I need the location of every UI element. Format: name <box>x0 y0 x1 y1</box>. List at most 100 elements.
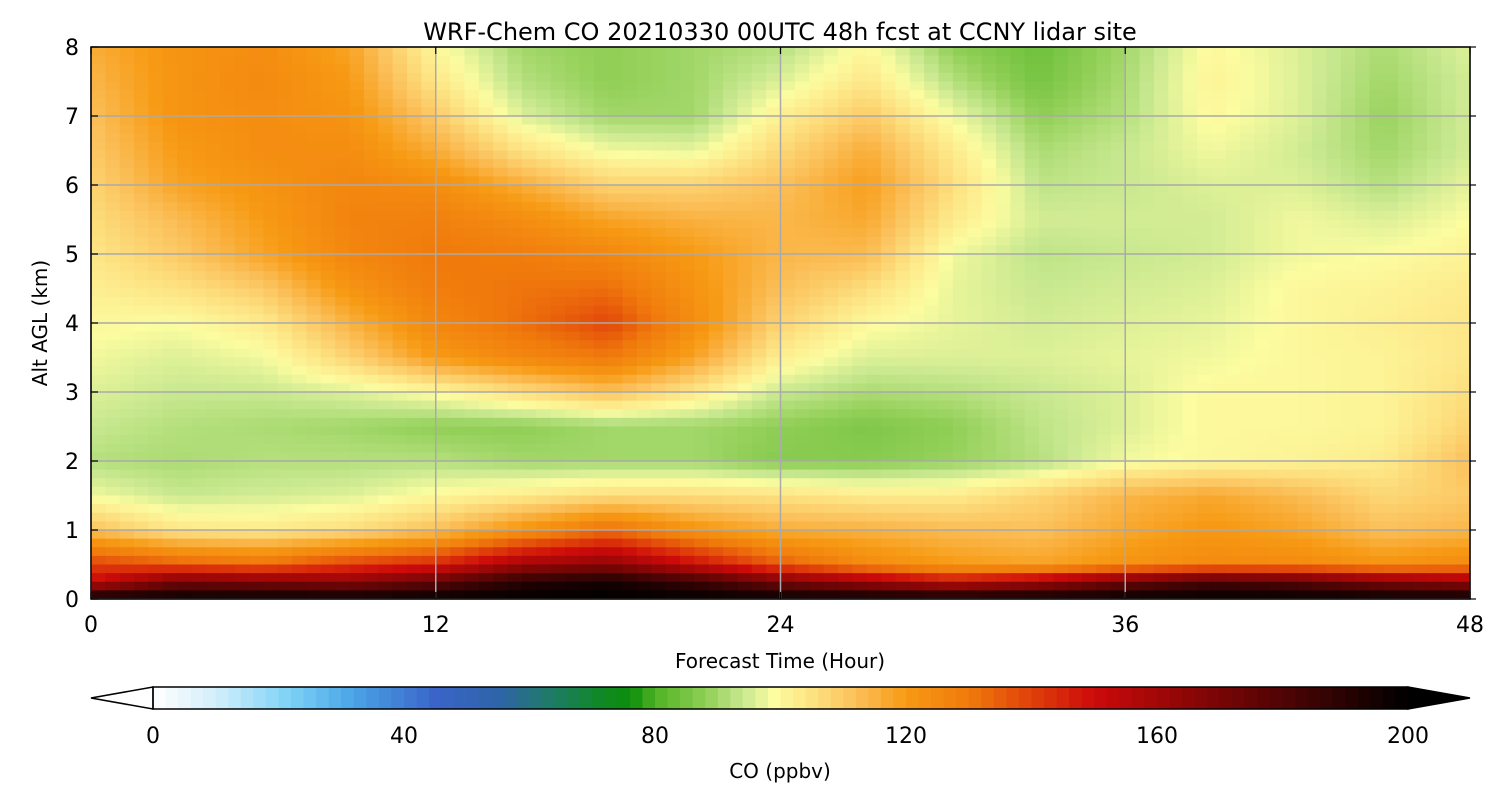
heatmap-cell <box>191 64 207 74</box>
heatmap-cell <box>608 461 624 471</box>
heatmap-cell <box>593 443 609 453</box>
heatmap-cell <box>349 366 365 376</box>
heatmap-cell <box>952 469 968 479</box>
heatmap-cell <box>105 400 121 410</box>
heatmap-cell <box>1383 262 1399 272</box>
heatmap-cell <box>1110 210 1126 221</box>
heatmap-cell <box>737 245 753 255</box>
heatmap-cell <box>536 55 552 65</box>
heatmap-cell <box>852 392 868 402</box>
heatmap-cell <box>306 288 322 298</box>
heatmap-cell <box>550 305 566 315</box>
heatmap-cell <box>1297 159 1313 169</box>
heatmap-cell <box>1340 314 1356 324</box>
heatmap-cell <box>306 72 322 83</box>
heatmap-cell <box>536 331 552 341</box>
heatmap-cell <box>493 219 509 229</box>
heatmap-cell <box>1369 245 1385 255</box>
heatmap-cell <box>1082 323 1098 333</box>
heatmap-cell <box>1010 383 1026 393</box>
heatmap-cell <box>1039 150 1055 160</box>
heatmap-cell <box>1283 254 1299 264</box>
heatmap-cell <box>995 167 1011 177</box>
heatmap-cell <box>766 124 782 134</box>
heatmap-cell <box>1024 150 1040 160</box>
heatmap-cell <box>205 374 221 384</box>
heatmap-cell <box>292 116 308 126</box>
heatmap-cell <box>1311 461 1327 471</box>
heatmap-cell <box>1053 279 1069 290</box>
heatmap-cell <box>565 314 580 324</box>
heatmap-cell <box>1053 159 1069 169</box>
heatmap-cell <box>952 133 968 143</box>
heatmap-cell <box>938 55 954 65</box>
heatmap-cell <box>665 478 681 488</box>
heatmap-cell <box>249 133 264 143</box>
heatmap-cell <box>292 417 308 428</box>
heatmap-cell <box>1455 383 1470 393</box>
heatmap-cell <box>435 72 451 83</box>
heatmap-cell <box>177 64 193 74</box>
heatmap-cell <box>593 236 609 246</box>
heatmap-cell <box>1426 159 1442 169</box>
heatmap-cell <box>349 392 365 402</box>
heatmap-cell <box>1153 176 1169 186</box>
heatmap-cell <box>478 236 494 246</box>
heatmap-cell <box>1283 133 1299 143</box>
heatmap-cell <box>493 461 509 471</box>
heatmap-cell <box>1125 400 1141 410</box>
heatmap-cell <box>766 245 782 255</box>
heatmap-cell <box>421 297 437 307</box>
heatmap-cell <box>105 254 121 264</box>
heatmap-cell <box>881 167 897 177</box>
heatmap-cell <box>636 383 652 393</box>
heatmap-cell <box>679 141 695 152</box>
heatmap-cell <box>1024 176 1040 186</box>
heatmap-cell <box>665 176 681 186</box>
heatmap-cell <box>1182 305 1198 315</box>
heatmap-cell <box>1082 185 1098 195</box>
heatmap-cell <box>565 383 580 393</box>
heatmap-cell <box>1326 305 1342 315</box>
heatmap-cell <box>1455 254 1470 264</box>
heatmap-cell <box>1412 417 1428 428</box>
heatmap-cell <box>895 323 911 333</box>
heatmap-cell <box>1268 288 1284 298</box>
heatmap-cell <box>1225 331 1241 341</box>
heatmap-cell <box>1240 98 1256 108</box>
heatmap-cell <box>1297 383 1313 393</box>
heatmap-cell <box>234 340 250 350</box>
heatmap-cell <box>809 159 825 169</box>
heatmap-cell <box>349 185 365 195</box>
heatmap-cell <box>1340 185 1356 195</box>
heatmap-cell <box>852 486 868 497</box>
heatmap-cell <box>1082 176 1098 186</box>
heatmap-cell <box>780 254 796 264</box>
heatmap-cell <box>162 443 178 453</box>
heatmap-cell <box>1340 297 1356 307</box>
heatmap-cell <box>220 72 236 83</box>
heatmap-cell <box>694 262 710 272</box>
heatmap-cell <box>162 176 178 186</box>
heatmap-cell <box>277 150 293 160</box>
heatmap-cell <box>464 323 480 333</box>
heatmap-cell <box>1311 159 1327 169</box>
heatmap-cell <box>1297 305 1313 315</box>
heatmap-cell <box>737 314 753 324</box>
heatmap-cell <box>464 90 480 100</box>
heatmap-cell <box>1297 392 1313 402</box>
heatmap-cell <box>421 417 437 428</box>
heatmap-cell <box>952 124 968 134</box>
heatmap-cell <box>622 452 638 462</box>
heatmap-cell <box>924 124 940 134</box>
heatmap-cell <box>766 90 782 100</box>
heatmap-cell <box>493 435 509 445</box>
heatmap-cell <box>1355 374 1371 384</box>
heatmap-cell <box>1412 150 1428 160</box>
heatmap-cell <box>1067 133 1083 143</box>
heatmap-cell <box>249 254 264 264</box>
heatmap-cell <box>1254 159 1270 169</box>
heatmap-cell <box>909 116 925 126</box>
heatmap-cell <box>665 262 681 272</box>
